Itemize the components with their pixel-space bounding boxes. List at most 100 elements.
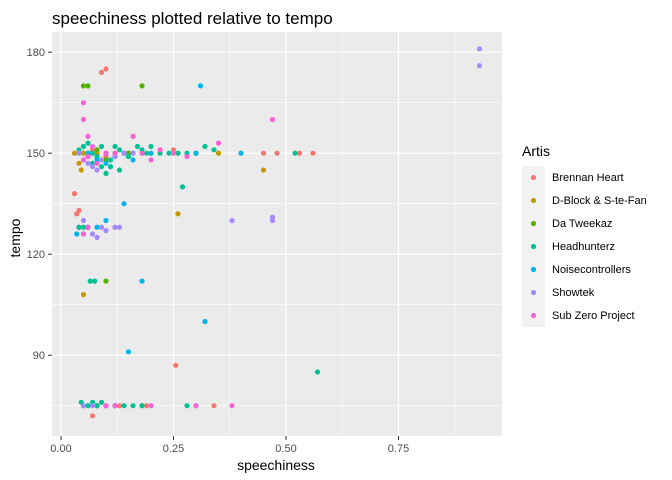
data-point xyxy=(143,403,150,409)
data-point xyxy=(310,150,316,156)
legend-label: Showtek xyxy=(552,287,595,299)
legend-swatch xyxy=(530,243,537,250)
data-point xyxy=(80,143,87,150)
data-point xyxy=(211,403,217,409)
data-point xyxy=(260,167,267,173)
data-point xyxy=(139,150,145,156)
legend-label: Brennan Heart xyxy=(552,172,624,184)
data-point xyxy=(80,150,87,156)
data-point xyxy=(80,83,87,89)
data-point xyxy=(89,150,96,156)
data-point xyxy=(125,153,132,160)
data-point xyxy=(139,83,145,89)
data-point xyxy=(476,63,483,69)
data-point xyxy=(85,224,91,230)
data-point xyxy=(107,164,114,170)
data-point xyxy=(175,150,181,156)
data-point xyxy=(89,231,96,237)
data-point xyxy=(179,184,186,190)
data-point xyxy=(121,403,127,409)
data-point xyxy=(94,160,100,166)
data-point xyxy=(89,164,96,170)
data-point xyxy=(184,153,190,160)
data-point xyxy=(103,403,109,409)
data-point xyxy=(148,157,154,163)
x-tick-label: 0.75 xyxy=(388,443,409,455)
data-point xyxy=(87,278,93,284)
data-point xyxy=(85,83,91,89)
legend-label: D-Block & S-te-Fan xyxy=(552,195,647,207)
x-tick-label: 0.00 xyxy=(50,443,71,455)
data-point xyxy=(85,160,91,166)
legend-swatch xyxy=(530,220,537,227)
data-point xyxy=(112,143,118,150)
data-point xyxy=(112,224,118,230)
data-point xyxy=(166,150,172,156)
data-point xyxy=(130,157,136,163)
data-point xyxy=(229,217,235,224)
data-point xyxy=(175,211,181,217)
data-point xyxy=(148,403,154,409)
data-point xyxy=(103,228,109,234)
legend-label: Headhunterz xyxy=(552,241,615,253)
data-point xyxy=(85,403,91,409)
data-point xyxy=(94,234,100,240)
data-point xyxy=(269,116,276,123)
data-point xyxy=(173,362,179,368)
legend-swatch xyxy=(530,174,537,181)
data-point xyxy=(76,160,82,166)
data-point xyxy=(193,150,199,156)
legend-swatch xyxy=(530,266,537,273)
data-point xyxy=(116,224,123,230)
data-point xyxy=(130,133,136,139)
data-point xyxy=(116,167,123,173)
data-point xyxy=(71,150,78,156)
data-point xyxy=(98,164,105,170)
x-tick-label: 0.50 xyxy=(275,443,296,455)
data-point xyxy=(94,403,100,409)
data-point xyxy=(139,403,145,409)
legend: Artis Brennan Heart D-Block & S-te-Fan Da … xyxy=(522,143,647,327)
data-point xyxy=(107,157,114,163)
data-point xyxy=(76,150,82,156)
y-tick-label: 90 xyxy=(33,350,45,362)
data-point xyxy=(314,369,321,375)
data-point xyxy=(98,143,105,150)
data-point xyxy=(98,157,105,163)
data-point xyxy=(103,160,109,166)
data-point xyxy=(98,399,105,405)
data-point xyxy=(76,207,82,214)
data-point xyxy=(134,143,141,150)
data-point xyxy=(125,349,132,355)
data-point xyxy=(80,157,87,163)
data-point xyxy=(292,150,298,156)
data-point xyxy=(78,167,84,173)
data-point xyxy=(74,231,80,237)
data-point xyxy=(170,150,177,156)
data-point xyxy=(98,69,105,75)
data-point xyxy=(80,403,87,409)
y-tick-label: 120 xyxy=(27,249,45,261)
data-point xyxy=(130,403,136,409)
data-point xyxy=(80,217,87,224)
data-point xyxy=(103,66,109,72)
data-point xyxy=(121,150,127,156)
data-point xyxy=(103,170,109,176)
data-point xyxy=(121,201,127,207)
x-axis-title: speechiness xyxy=(237,457,315,473)
data-point xyxy=(193,403,199,409)
data-point xyxy=(80,224,87,230)
data-point xyxy=(184,403,190,409)
data-point xyxy=(274,150,280,156)
data-point xyxy=(94,147,100,153)
y-tick-label: 150 xyxy=(27,148,45,160)
data-point xyxy=(260,150,267,156)
data-point xyxy=(476,46,483,52)
legend-label: Sub Zero Project xyxy=(552,310,635,322)
data-point xyxy=(215,150,222,156)
data-point xyxy=(85,140,91,146)
data-point xyxy=(89,403,96,409)
legend-swatch xyxy=(530,197,537,204)
data-point xyxy=(296,150,303,156)
